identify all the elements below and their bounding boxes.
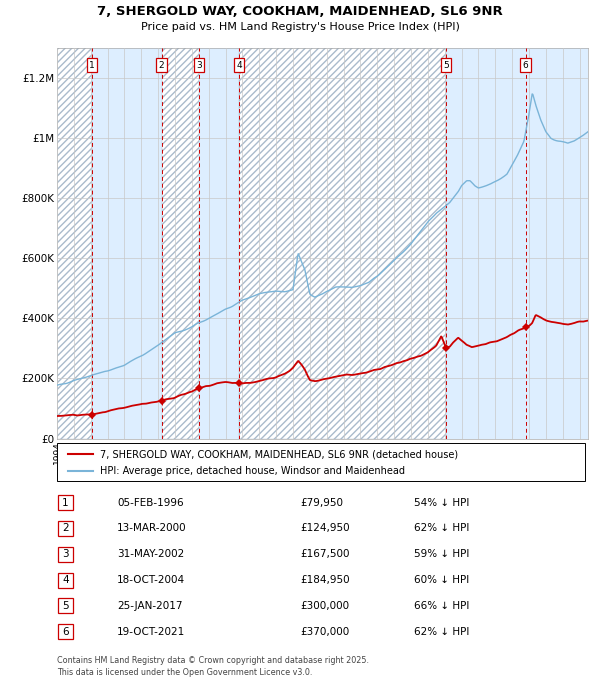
Text: 1: 1 (89, 61, 95, 69)
Text: 3: 3 (196, 61, 202, 69)
Bar (161, 48, 199, 439)
Text: 6: 6 (62, 627, 69, 636)
Text: £184,950: £184,950 (300, 575, 350, 585)
Text: £79,950: £79,950 (300, 498, 343, 507)
Text: 7, SHERGOLD WAY, COOKHAM, MAIDENHEAD, SL6 9NR (detached house): 7, SHERGOLD WAY, COOKHAM, MAIDENHEAD, SL… (100, 449, 458, 459)
Text: 5: 5 (62, 601, 69, 611)
Text: 5: 5 (443, 61, 449, 69)
Text: 05-FEB-1996: 05-FEB-1996 (117, 498, 184, 507)
Text: £300,000: £300,000 (300, 601, 349, 611)
Bar (199, 48, 239, 439)
Bar (161, 48, 199, 439)
Text: 62% ↓ HPI: 62% ↓ HPI (414, 627, 469, 636)
Text: 18-OCT-2004: 18-OCT-2004 (117, 575, 185, 585)
Text: 1: 1 (62, 498, 69, 507)
Bar (239, 48, 446, 439)
Text: 2: 2 (159, 61, 164, 69)
Bar (92, 48, 161, 439)
Bar (446, 48, 526, 439)
Text: 66% ↓ HPI: 66% ↓ HPI (414, 601, 469, 611)
Text: 13-MAR-2000: 13-MAR-2000 (117, 524, 187, 533)
Text: Price paid vs. HM Land Registry's House Price Index (HPI): Price paid vs. HM Land Registry's House … (140, 22, 460, 32)
Text: 7, SHERGOLD WAY, COOKHAM, MAIDENHEAD, SL6 9NR: 7, SHERGOLD WAY, COOKHAM, MAIDENHEAD, SL… (97, 5, 503, 18)
Text: 3: 3 (62, 549, 69, 559)
Text: 59% ↓ HPI: 59% ↓ HPI (414, 549, 469, 559)
Text: 54% ↓ HPI: 54% ↓ HPI (414, 498, 469, 507)
Text: 2: 2 (62, 524, 69, 533)
Bar (57, 48, 92, 439)
Text: 6: 6 (523, 61, 529, 69)
Text: £370,000: £370,000 (300, 627, 349, 636)
Text: 4: 4 (62, 575, 69, 585)
Text: 62% ↓ HPI: 62% ↓ HPI (414, 524, 469, 533)
Text: Contains HM Land Registry data © Crown copyright and database right 2025.
This d: Contains HM Land Registry data © Crown c… (57, 656, 369, 677)
Text: £167,500: £167,500 (300, 549, 349, 559)
Bar (239, 48, 446, 439)
Bar (57, 48, 92, 439)
Text: 25-JAN-2017: 25-JAN-2017 (117, 601, 182, 611)
Text: £124,950: £124,950 (300, 524, 350, 533)
Text: 4: 4 (236, 61, 242, 69)
Text: 60% ↓ HPI: 60% ↓ HPI (414, 575, 469, 585)
Text: 19-OCT-2021: 19-OCT-2021 (117, 627, 185, 636)
Bar (526, 48, 588, 439)
Text: 31-MAY-2002: 31-MAY-2002 (117, 549, 184, 559)
Text: HPI: Average price, detached house, Windsor and Maidenhead: HPI: Average price, detached house, Wind… (100, 466, 405, 476)
